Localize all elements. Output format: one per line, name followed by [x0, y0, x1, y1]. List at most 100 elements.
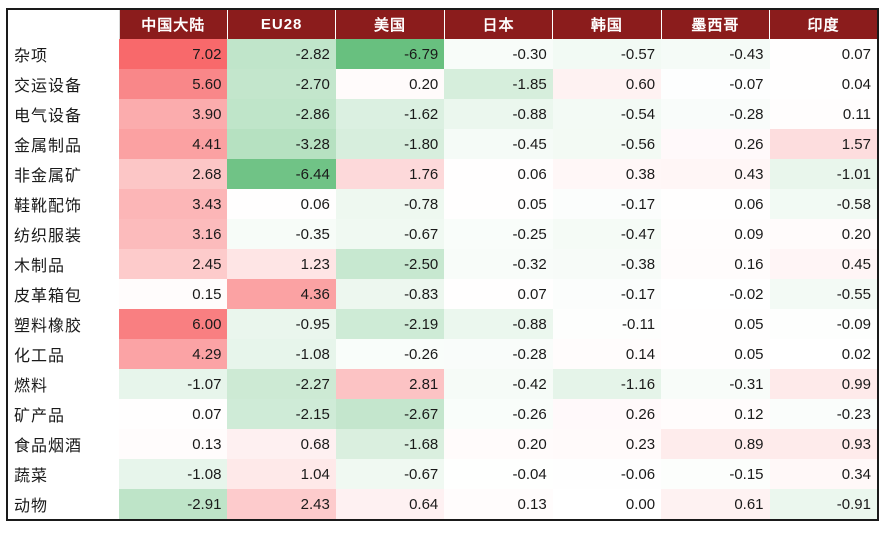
heatmap-cell: 2.68: [119, 159, 228, 189]
heatmap-cell: -0.67: [335, 459, 445, 489]
heatmap-cell: 0.15: [119, 279, 228, 309]
heatmap-cell: -0.17: [552, 189, 662, 219]
heatmap-cell: -0.58: [769, 189, 878, 219]
heatmap-cell: 0.12: [661, 399, 770, 429]
heatmap-body: 杂项 7.02 -2.82 -6.79 -0.30 -0.57 -0.43 0.07 交运设备 5…: [7, 39, 878, 520]
heatmap-cell: 0.06: [444, 159, 553, 189]
heatmap-cell: -0.26: [335, 339, 445, 369]
heatmap-cell: 0.89: [661, 429, 770, 459]
heatmap-cell: 0.34: [769, 459, 878, 489]
heatmap-cell: -2.91: [119, 489, 228, 520]
heatmap-cell: 1.76: [335, 159, 445, 189]
table-row: 交运设备 5.60 -2.70 0.20 -1.85 0.60 -0.07 0.04: [7, 69, 878, 99]
table-row: 电气设备 3.90 -2.86 -1.62 -0.88 -0.54 -0.28 0.11: [7, 99, 878, 129]
row-label: 化工品: [14, 348, 66, 365]
row-label: 电气设备: [14, 108, 83, 125]
heatmap-cell: -0.88: [444, 309, 553, 339]
heatmap-cell: 0.60: [552, 69, 662, 99]
heatmap-cell: -0.78: [335, 189, 445, 219]
heatmap-cell: 0.06: [661, 189, 770, 219]
table-row: 矿产品 0.07 -2.15 -2.67 -0.26 0.26 0.12 -0.23: [7, 399, 878, 429]
heatmap-cell: -0.02: [661, 279, 770, 309]
heatmap-cell: 0.45: [769, 249, 878, 279]
heatmap-cell: -0.91: [769, 489, 878, 520]
heatmap-cell: -1.80: [335, 129, 445, 159]
heatmap-cell: 5.60: [119, 69, 228, 99]
heatmap-cell: 0.93: [769, 429, 878, 459]
row-label: 矿产品: [14, 408, 66, 425]
heatmap-cell: -3.28: [227, 129, 336, 159]
heatmap-cell: 0.43: [661, 159, 770, 189]
heatmap-cell: 0.64: [335, 489, 445, 520]
heatmap-cell: -0.83: [335, 279, 445, 309]
row-label: 食品烟酒: [14, 438, 83, 455]
heatmap-table: 中国大陆 EU28 美国 日本 韩国 墨西哥 印度 杂项 7.02 -2.82 -6.79 -0.3…: [6, 8, 879, 521]
heatmap-cell: -1.07: [119, 369, 228, 399]
heatmap-cell: -2.27: [227, 369, 336, 399]
heatmap-cell: 0.07: [769, 39, 878, 69]
heatmap-cell: 2.43: [227, 489, 336, 520]
heatmap-cell: -0.38: [552, 249, 662, 279]
row-label: 鞋靴配饰: [14, 198, 83, 215]
column-header-row: 中国大陆 EU28 美国 日本 韩国 墨西哥 印度: [7, 9, 878, 39]
table-row: 非金属矿 2.68 -6.44 1.76 0.06 0.38 0.43 -1.01: [7, 159, 878, 189]
heatmap-cell: 0.04: [769, 69, 878, 99]
heatmap-cell: -0.32: [444, 249, 553, 279]
heatmap-cell: 0.11: [769, 99, 878, 129]
heatmap-cell: -2.86: [227, 99, 336, 129]
heatmap-cell: -0.47: [552, 219, 662, 249]
heatmap-cell: 0.05: [444, 189, 553, 219]
heatmap-cell: -2.82: [227, 39, 336, 69]
heatmap-cell: -0.15: [661, 459, 770, 489]
heatmap-cell: -0.23: [769, 399, 878, 429]
table-row: 燃料 -1.07 -2.27 2.81 -0.42 -1.16 -0.31 0.99: [7, 369, 878, 399]
heatmap-cell: -0.55: [769, 279, 878, 309]
heatmap-cell: -0.42: [444, 369, 553, 399]
heatmap-cell: 0.09: [661, 219, 770, 249]
heatmap-cell: -1.08: [227, 339, 336, 369]
heatmap-cell: -0.67: [335, 219, 445, 249]
row-label: 纺织服装: [14, 228, 83, 245]
heatmap-cell: -0.28: [444, 339, 553, 369]
row-label: 交运设备: [14, 78, 83, 95]
heatmap-cell: 0.68: [227, 429, 336, 459]
column-header: 印度: [769, 9, 878, 39]
heatmap-cell: -0.56: [552, 129, 662, 159]
column-header: 中国大陆: [119, 9, 228, 39]
row-label: 杂项: [14, 48, 49, 65]
heatmap-cell: -6.79: [335, 39, 445, 69]
column-header: 日本: [444, 9, 554, 39]
heatmap-cell: -0.04: [444, 459, 553, 489]
row-label: 金属制品: [14, 138, 83, 155]
heatmap-cell: 0.20: [444, 429, 553, 459]
table-row: 塑料橡胶 6.00 -0.95 -2.19 -0.88 -0.11 0.05 -0.09: [7, 309, 878, 339]
heatmap-cell: 0.07: [444, 279, 553, 309]
column-header: 美国: [335, 9, 445, 39]
heatmap-cell: 0.20: [769, 219, 878, 249]
heatmap-cell: -6.44: [227, 159, 336, 189]
heatmap-cell: -0.45: [444, 129, 553, 159]
heatmap-cell: -2.50: [335, 249, 445, 279]
column-header: 韩国: [552, 9, 662, 39]
heatmap-cell: 4.29: [119, 339, 228, 369]
heatmap-cell: -0.11: [552, 309, 662, 339]
heatmap-cell: -1.68: [335, 429, 445, 459]
heatmap-cell: -0.06: [552, 459, 662, 489]
heatmap-cell: 3.16: [119, 219, 228, 249]
heatmap-cell: 0.00: [552, 489, 662, 520]
heatmap-cell: 0.07: [119, 399, 228, 429]
table-row: 化工品 4.29 -1.08 -0.26 -0.28 0.14 0.05 0.02: [7, 339, 878, 369]
heatmap-cell: -1.08: [119, 459, 228, 489]
table-row: 食品烟酒 0.13 0.68 -1.68 0.20 0.23 0.89 0.93: [7, 429, 878, 459]
heatmap-cell: -0.30: [444, 39, 553, 69]
heatmap-cell: 4.41: [119, 129, 228, 159]
heatmap-cell: 0.20: [335, 69, 445, 99]
heatmap-cell: -2.70: [227, 69, 336, 99]
row-label: 皮革箱包: [14, 288, 83, 305]
heatmap-cell: -0.17: [552, 279, 662, 309]
row-label: 蔬菜: [14, 468, 49, 485]
heatmap-cell: -0.54: [552, 99, 662, 129]
heatmap-cell: 0.23: [552, 429, 662, 459]
heatmap-cell: 0.38: [552, 159, 662, 189]
heatmap-cell: 0.26: [552, 399, 662, 429]
